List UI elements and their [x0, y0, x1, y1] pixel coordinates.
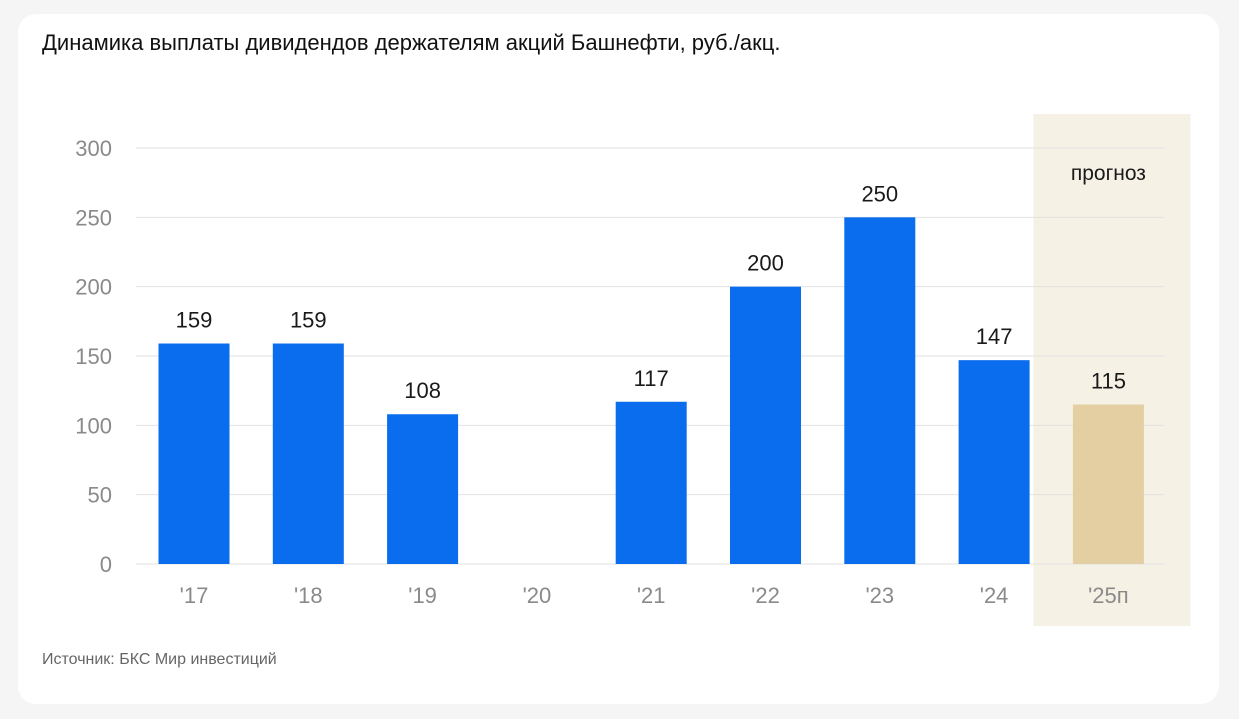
y-tick-label: 250 [75, 205, 112, 230]
y-tick-label: 200 [75, 275, 112, 300]
bar [387, 414, 459, 564]
data-label: 250 [861, 181, 898, 206]
chart-title: Динамика выплаты дивидендов держателям а… [42, 30, 781, 55]
y-tick-label: 0 [100, 552, 112, 577]
x-tick-label: '21 [637, 583, 666, 608]
x-tick-label: '25п [1088, 583, 1129, 608]
data-label: 159 [176, 308, 213, 333]
y-tick-label: 50 [88, 483, 112, 508]
x-tick-label: '19 [408, 583, 437, 608]
x-tick-label: '24 [980, 583, 1009, 608]
data-label: 115 [1091, 369, 1126, 394]
x-tick-label: '23 [865, 583, 894, 608]
data-label: 117 [634, 366, 669, 391]
forecast-bar [1072, 404, 1144, 564]
x-tick-label: '22 [751, 583, 780, 608]
y-tick-label: 100 [75, 413, 112, 438]
data-label: 159 [290, 308, 327, 333]
x-tick-label: '20 [523, 583, 552, 608]
bar [272, 343, 344, 564]
bar [158, 343, 230, 564]
bar [844, 217, 916, 565]
y-tick-label: 150 [75, 344, 112, 369]
y-tick-label: 300 [75, 136, 112, 161]
source-note: Источник: БКС Мир инвестиций [42, 651, 277, 668]
bar [730, 286, 801, 564]
bar [958, 360, 1030, 564]
forecast-label: прогноз [1071, 162, 1146, 185]
x-tick-label: '17 [180, 583, 209, 608]
data-label: 147 [976, 324, 1013, 349]
x-tick-label: '18 [294, 583, 323, 608]
data-label: 200 [747, 251, 784, 276]
data-label: 108 [404, 378, 441, 403]
bar [615, 401, 687, 564]
